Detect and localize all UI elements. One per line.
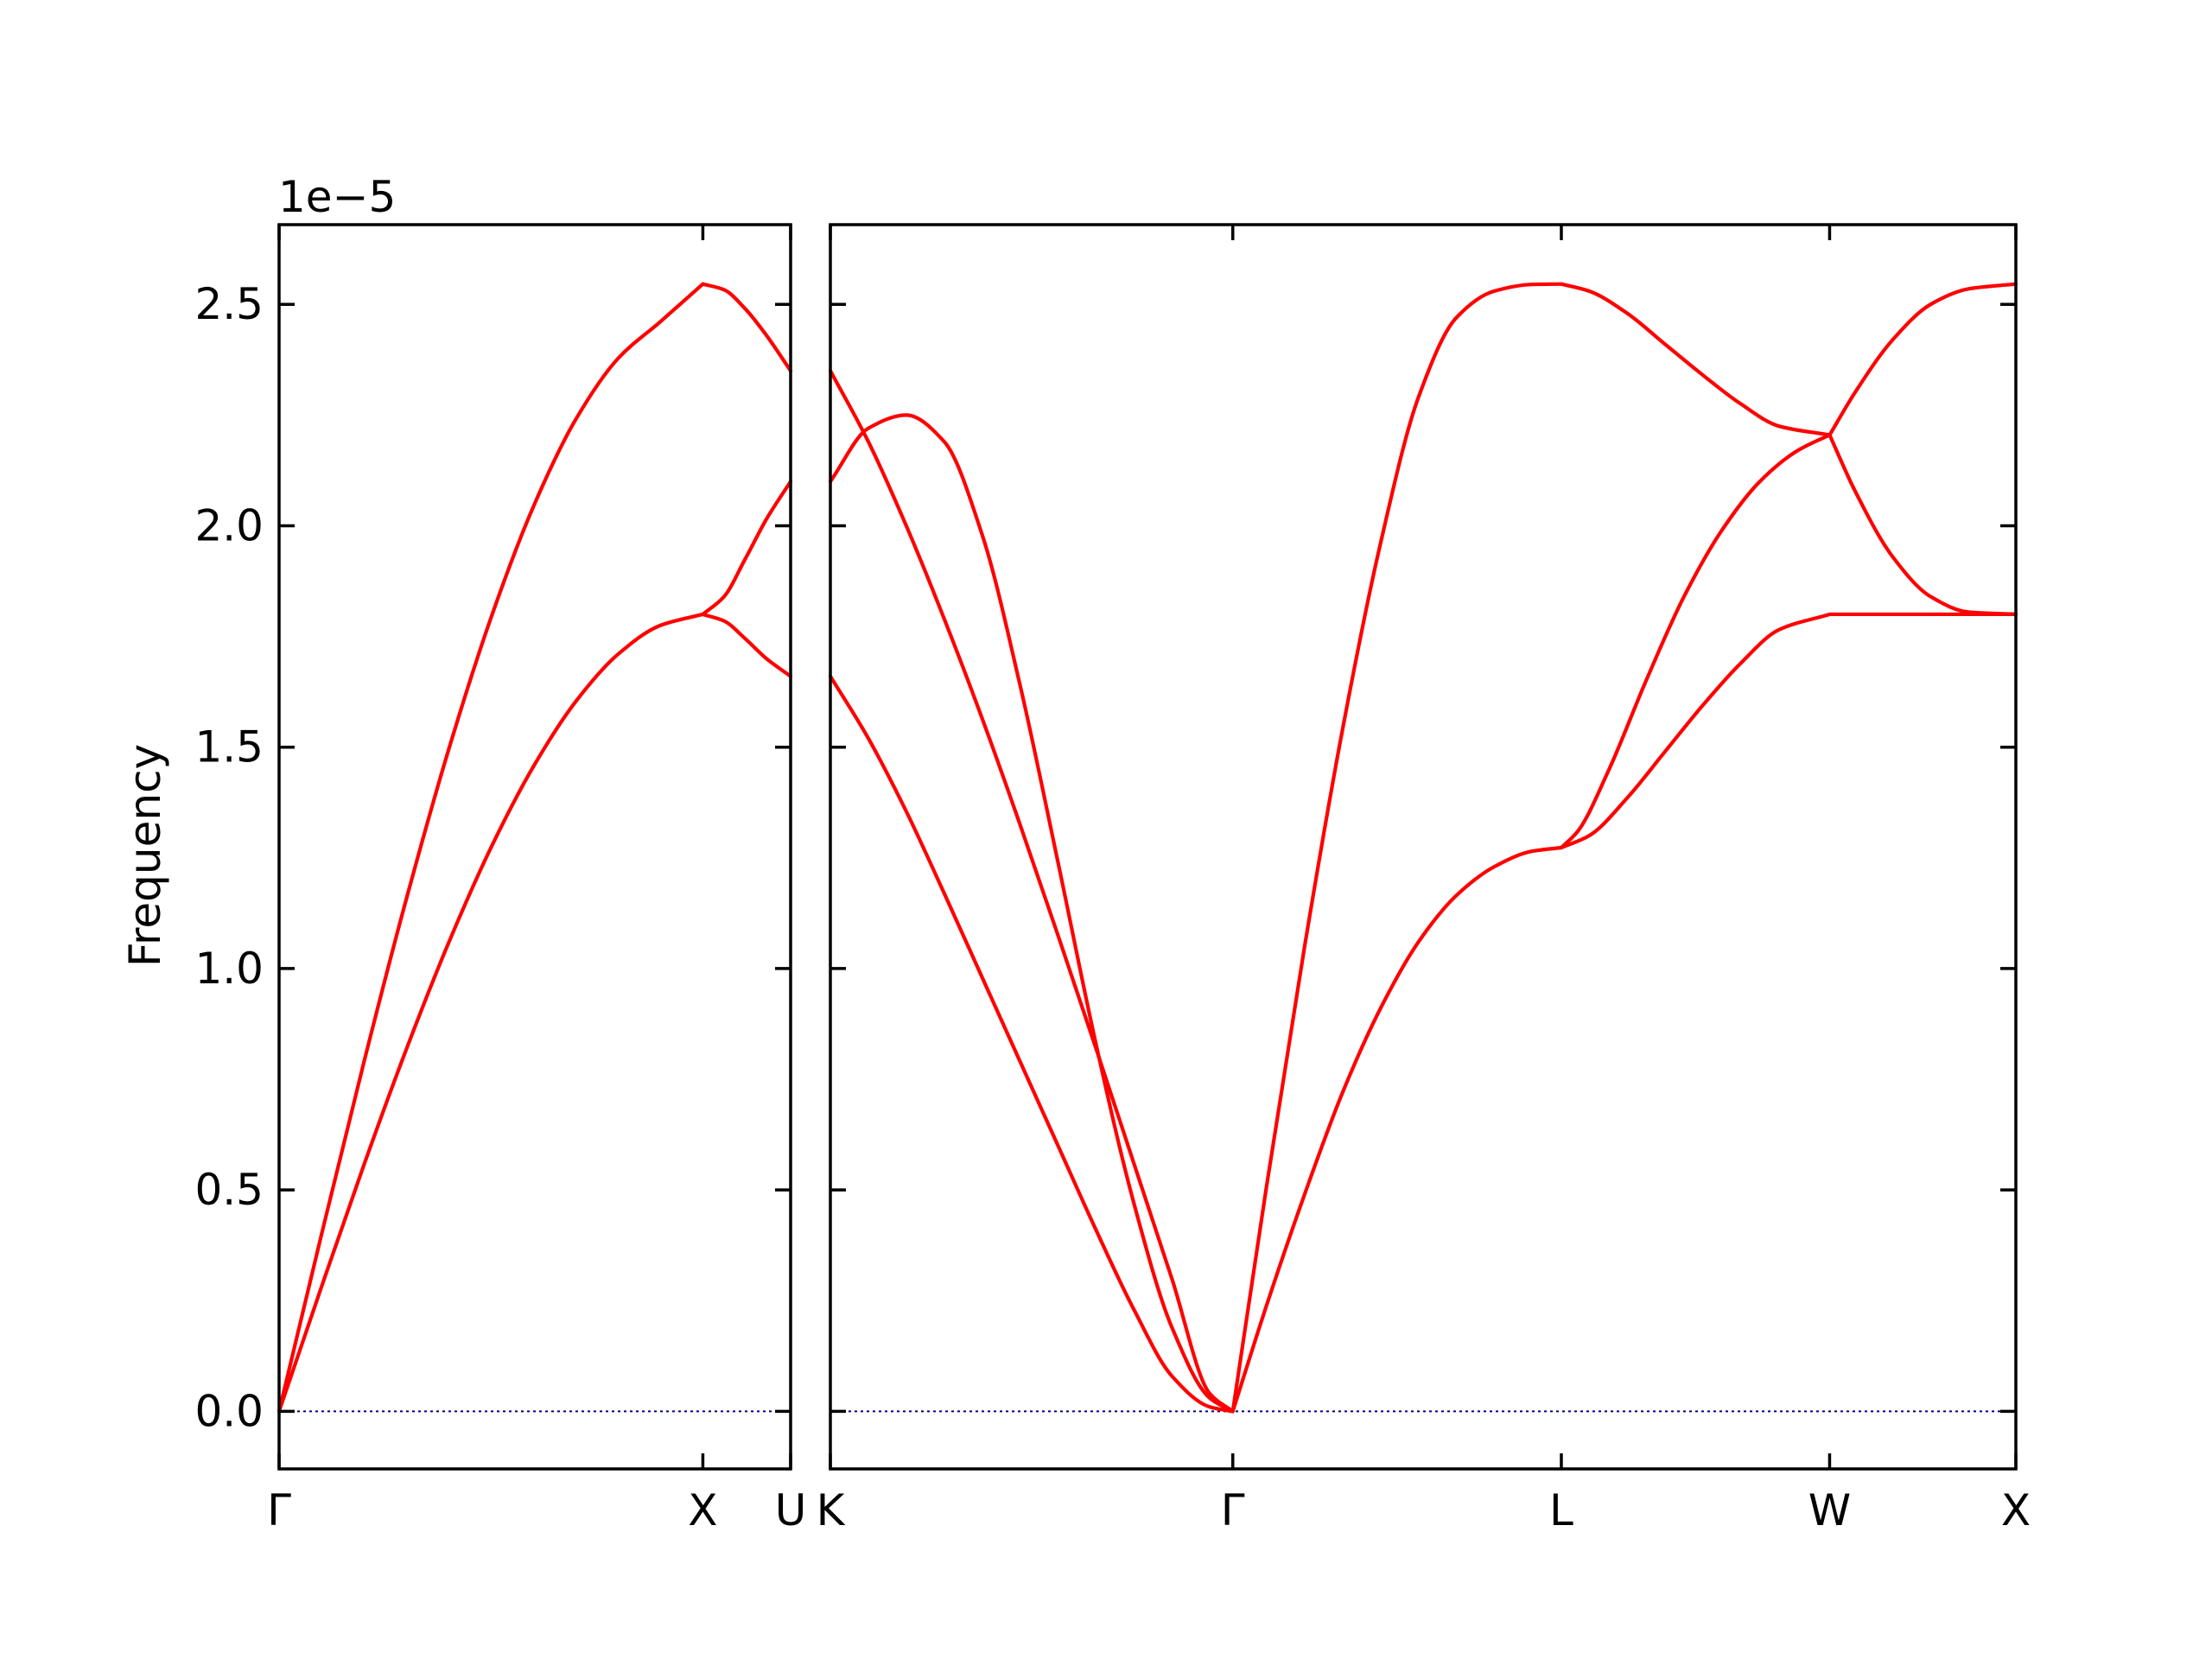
band-line-right-seg0-b1 <box>828 413 1235 1414</box>
band-line-right-seg3-b0 <box>1827 282 2018 437</box>
band-line-right-seg0-b0 <box>828 369 1235 1414</box>
y-offset-label: 1e−5 <box>278 172 396 222</box>
band-line-left-seg1-b2 <box>701 612 793 678</box>
right-panel-frame <box>829 223 2018 1471</box>
left-panel-frame <box>277 223 792 1471</box>
y-tick-label: 1.5 <box>194 722 264 772</box>
band-line-left-seg1-b0 <box>701 282 793 373</box>
x-tick-label: X <box>2001 1485 2031 1535</box>
y-tick-label: 2.5 <box>194 279 264 329</box>
band-line-right-seg2-b2 <box>1559 612 1832 850</box>
band-line-right-seg1-b0 <box>1230 282 1564 1414</box>
x-tick-label: Γ <box>267 1485 291 1535</box>
x-tick-label: Γ <box>1221 1485 1245 1535</box>
x-tick-label: U <box>775 1485 807 1535</box>
y-axis: 0.0 0.5 1.0 1.5 2.0 2.5 <box>194 279 264 1436</box>
band-line-right-seg2-b1 <box>1559 433 1832 850</box>
x-tick-label: W <box>1808 1485 1851 1535</box>
band-line-left-seg0-b1 <box>276 612 705 1414</box>
y-tick-label: 2.0 <box>194 500 264 550</box>
band-line-right-seg1-b1 <box>1230 845 1564 1414</box>
band-line-right-seg0-b2 <box>828 674 1235 1414</box>
band-line-right-seg3-b1 <box>1827 433 2018 617</box>
y-tick-label: 1.0 <box>194 944 264 994</box>
band-line-left-seg0-b0 <box>276 282 705 1414</box>
band-line-left-seg1-b1 <box>701 480 793 617</box>
y-axis-label: Frequency <box>120 744 170 967</box>
band-line-right-seg2-b0 <box>1559 282 1832 437</box>
x-tick-label: K <box>817 1485 846 1535</box>
y-tick-label: 0.0 <box>194 1386 264 1436</box>
x-tick-label: L <box>1549 1485 1573 1535</box>
y-tick-label: 0.5 <box>194 1165 264 1215</box>
x-tick-label: X <box>688 1485 717 1535</box>
